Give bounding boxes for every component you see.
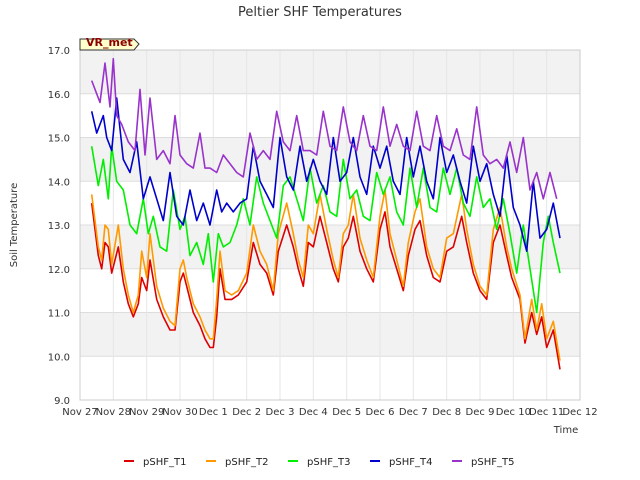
plot-band xyxy=(80,181,580,225)
plot-band xyxy=(80,356,580,400)
y-tick-label: 13.0 xyxy=(48,221,70,232)
legend: pSHF_T1 pSHF_T2 pSHF_T3 pSHF_T4 pSHF_T5 xyxy=(124,457,514,468)
y-tick-label: 12.0 xyxy=(48,265,70,276)
legend-label-pSHF_T5: pSHF_T5 xyxy=(471,457,514,468)
plot-band xyxy=(80,93,580,138)
x-axis-label: Time xyxy=(553,425,578,436)
x-tick-label: Dec 12 xyxy=(562,407,597,418)
x-tick-label: Dec 1 xyxy=(199,407,228,418)
series-line-pSHF_T3 xyxy=(90,145,561,314)
site-label: VR_met xyxy=(86,36,133,49)
x-tick-label: Dec 10 xyxy=(496,407,531,418)
y-tick-label: 11.0 xyxy=(48,309,70,320)
series-line-pSHF_T2 xyxy=(90,189,561,361)
x-tick-label: Dec 9 xyxy=(466,407,495,418)
y-tick-label: 9.0 xyxy=(54,396,70,407)
series-line-pSHF_T4 xyxy=(90,97,561,252)
y-axis-label: Soil Temperature xyxy=(9,183,20,268)
x-tick-label: Dec 6 xyxy=(366,407,395,418)
series-lines xyxy=(90,57,561,370)
x-tick-label: Dec 3 xyxy=(266,407,295,418)
x-tick-label: Nov 30 xyxy=(162,407,197,418)
x-tick-label: Dec 11 xyxy=(529,407,564,418)
y-tick-label: 16.0 xyxy=(48,90,70,101)
legend-label-pSHF_T2: pSHF_T2 xyxy=(225,457,268,468)
series-line-pSHF_T1 xyxy=(90,203,561,370)
legend-label-pSHF_T4: pSHF_T4 xyxy=(389,457,432,468)
y-axis-ticks: 9.0 10.0 11.0 12.0 13.0 14.0 15.0 16.0 17.0 xyxy=(48,46,70,407)
y-tick-label: 17.0 xyxy=(48,46,70,57)
x-tick-label: Dec 8 xyxy=(432,407,461,418)
x-tick-label: Dec 4 xyxy=(299,407,328,418)
legend-label-pSHF_T1: pSHF_T1 xyxy=(143,457,186,468)
x-tick-label: Dec 5 xyxy=(332,407,361,418)
plot-frame xyxy=(79,49,581,401)
x-tick-label: Dec 7 xyxy=(399,407,428,418)
site-label-box: VR_met xyxy=(79,36,140,51)
plot-band xyxy=(80,50,580,94)
y-tick-label: 15.0 xyxy=(48,134,70,145)
plot-band xyxy=(80,268,580,313)
x-tick-label: Nov 27 xyxy=(62,407,97,418)
y-tick-label: 10.0 xyxy=(48,352,70,363)
x-tick-label: Nov 28 xyxy=(96,407,131,418)
plot-band xyxy=(80,312,580,357)
legend-label-pSHF_T3: pSHF_T3 xyxy=(307,457,350,468)
x-tick-label: Nov 29 xyxy=(129,407,164,418)
chart-title: Peltier SHF Temperatures xyxy=(238,5,402,20)
y-tick-label: 14.0 xyxy=(48,177,70,188)
x-tick-label: Dec 2 xyxy=(232,407,261,418)
series-line-pSHF_T5 xyxy=(90,57,558,200)
